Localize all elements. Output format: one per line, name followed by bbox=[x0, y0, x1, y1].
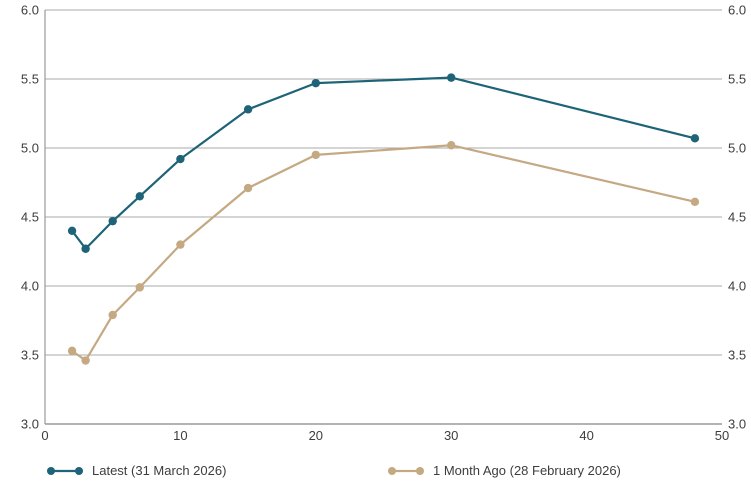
data-point-series-0 bbox=[176, 154, 185, 164]
x-tick-label: 50 bbox=[715, 428, 729, 443]
data-point-series-1 bbox=[447, 141, 456, 150]
y-tick-label-left: 3.0 bbox=[21, 417, 39, 432]
legend-item-month-ago: 1 Month Ago (28 February 2026) bbox=[387, 463, 621, 478]
x-tick-label: 20 bbox=[309, 428, 323, 443]
data-point-series-1 bbox=[81, 356, 90, 365]
data-point-series-1 bbox=[311, 150, 320, 160]
plot-area: 3.0 3.0 3.5 3.5 4.0 4.0 4.5 4.5 5.0 5.0 5.5 5.5 6.0 6… bbox=[21, 3, 746, 444]
y-tick-label-right: 4.0 bbox=[728, 279, 746, 294]
y-tick-label-left: 6.0 bbox=[21, 3, 39, 18]
x-tick-label: 0 bbox=[41, 428, 48, 443]
data-point-series-1 bbox=[135, 283, 144, 292]
legend-marker-month-ago-icon bbox=[388, 466, 424, 475]
y-tick-label-left: 5.0 bbox=[21, 141, 39, 156]
y-tick-label-right: 6.0 bbox=[728, 3, 746, 18]
data-point-series-0 bbox=[81, 244, 90, 253]
y-tick-label-right: 5.5 bbox=[728, 72, 746, 87]
y-tick-label-left: 4.5 bbox=[21, 210, 39, 225]
legend-marker-latest-icon bbox=[47, 466, 83, 475]
y-tick-label-right: 4.5 bbox=[728, 210, 746, 225]
y-tick-label-left: 4.0 bbox=[21, 279, 39, 294]
data-point-series-0 bbox=[108, 216, 117, 226]
data-point-series-0 bbox=[243, 105, 253, 114]
data-point-series-1 bbox=[67, 346, 77, 356]
y-tick-label-right: 3.0 bbox=[728, 417, 746, 432]
y-tick-label-left: 5.5 bbox=[21, 72, 39, 87]
x-tick-label: 40 bbox=[579, 428, 593, 443]
data-point-series-1 bbox=[243, 183, 253, 193]
data-point-series-0 bbox=[690, 134, 700, 143]
data-point-series-1 bbox=[690, 197, 700, 207]
legend-label-month-ago: 1 Month Ago (28 February 2026) bbox=[433, 463, 621, 478]
legend-label-latest: Latest (31 March 2026) bbox=[92, 463, 227, 478]
chart-legend: Latest (31 March 2026) 1 Month Ago (28 F… bbox=[0, 463, 751, 485]
y-tick-label-right: 3.5 bbox=[728, 348, 746, 363]
data-point-series-0 bbox=[135, 192, 144, 201]
data-point-series-0 bbox=[447, 73, 456, 82]
data-point-series-1 bbox=[176, 240, 185, 249]
series-line-1 bbox=[70, 144, 697, 362]
x-tick-label: 30 bbox=[444, 428, 458, 443]
data-point-series-0 bbox=[311, 78, 320, 88]
y-tick-label-right: 5.0 bbox=[728, 141, 746, 156]
data-point-series-1 bbox=[108, 310, 117, 320]
legend-item-latest: Latest (31 March 2026) bbox=[46, 463, 226, 478]
y-tick-label-left: 3.5 bbox=[21, 348, 39, 363]
series-line-0 bbox=[70, 76, 697, 250]
data-point-series-0 bbox=[67, 226, 77, 235]
x-tick-label: 10 bbox=[173, 428, 187, 443]
